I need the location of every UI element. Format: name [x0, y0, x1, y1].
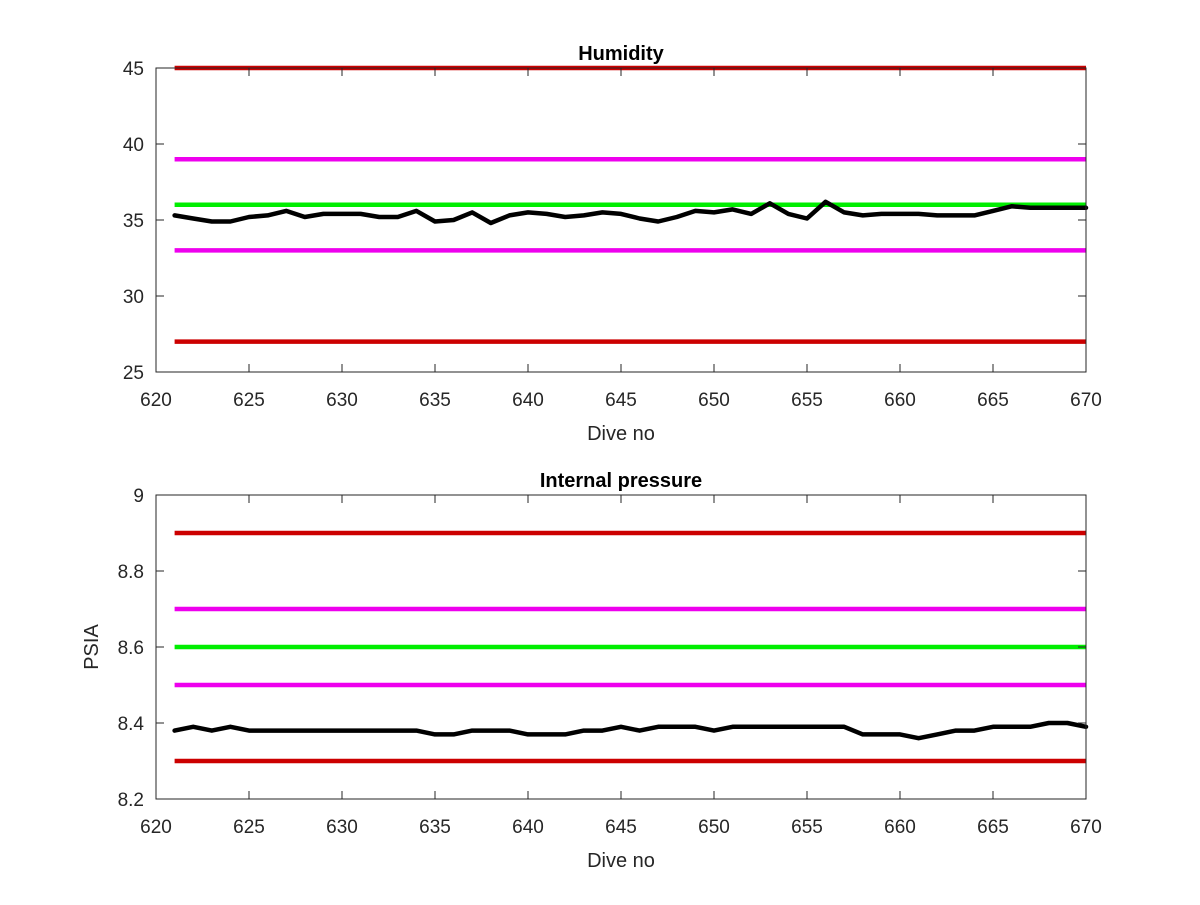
- x-axis-label: Dive no: [587, 423, 655, 445]
- x-tick-label: 635: [419, 390, 451, 411]
- x-axis-label: Dive no: [587, 850, 655, 872]
- x-tick-label: 625: [233, 817, 265, 838]
- data-series-line: [172, 199, 1089, 226]
- x-tick-label: 645: [605, 817, 637, 838]
- y-tick-label: 8.4: [118, 714, 145, 735]
- subplot-1: 620 625 630 635 640 645 650 655 660 665 670 25 30 35 4…: [123, 43, 1102, 445]
- data-series-line: [172, 720, 1089, 741]
- x-tick-label: 670: [1070, 817, 1102, 838]
- x-tick-label: 660: [884, 390, 916, 411]
- chart-title: Internal pressure: [540, 470, 702, 492]
- x-tick-label: 655: [791, 390, 823, 411]
- chart-title: Humidity: [578, 43, 664, 65]
- x-tick-label: 670: [1070, 390, 1102, 411]
- x-tick-label: 645: [605, 390, 637, 411]
- axes-box: [155, 67, 1087, 373]
- x-tick-label: 630: [326, 390, 358, 411]
- y-tick-label: 25: [123, 363, 144, 384]
- x-tick-label: 650: [698, 390, 730, 411]
- subplot-2: 620 625 630 635 640 645 650 655 660 665 670 8.2 8.4 8…: [81, 470, 1102, 872]
- x-tick-label: 660: [884, 817, 916, 838]
- y-tick-label: 30: [123, 287, 144, 308]
- x-tick-label: 665: [977, 390, 1009, 411]
- x-tick-label: 655: [791, 817, 823, 838]
- x-tick-label: 620: [140, 817, 172, 838]
- y-tick-label: 40: [123, 135, 144, 156]
- y-tick-label: 8.8: [118, 562, 144, 583]
- x-tick-label: 620: [140, 390, 172, 411]
- y-tick-label: 9: [133, 486, 144, 507]
- y-tick-label: 45: [123, 59, 144, 80]
- x-tick-label: 625: [233, 390, 265, 411]
- x-tick-label: 630: [326, 817, 358, 838]
- y-tick-label: 8.2: [118, 790, 144, 811]
- y-axis-label: PSIA: [81, 624, 103, 670]
- x-tick-label: 650: [698, 817, 730, 838]
- y-tick-label: 35: [123, 211, 144, 232]
- x-tick-label: 635: [419, 817, 451, 838]
- y-tick-label: 8.6: [118, 638, 144, 659]
- x-tick-label: 640: [512, 817, 544, 838]
- x-tick-label: 640: [512, 390, 544, 411]
- x-tick-label: 665: [977, 817, 1009, 838]
